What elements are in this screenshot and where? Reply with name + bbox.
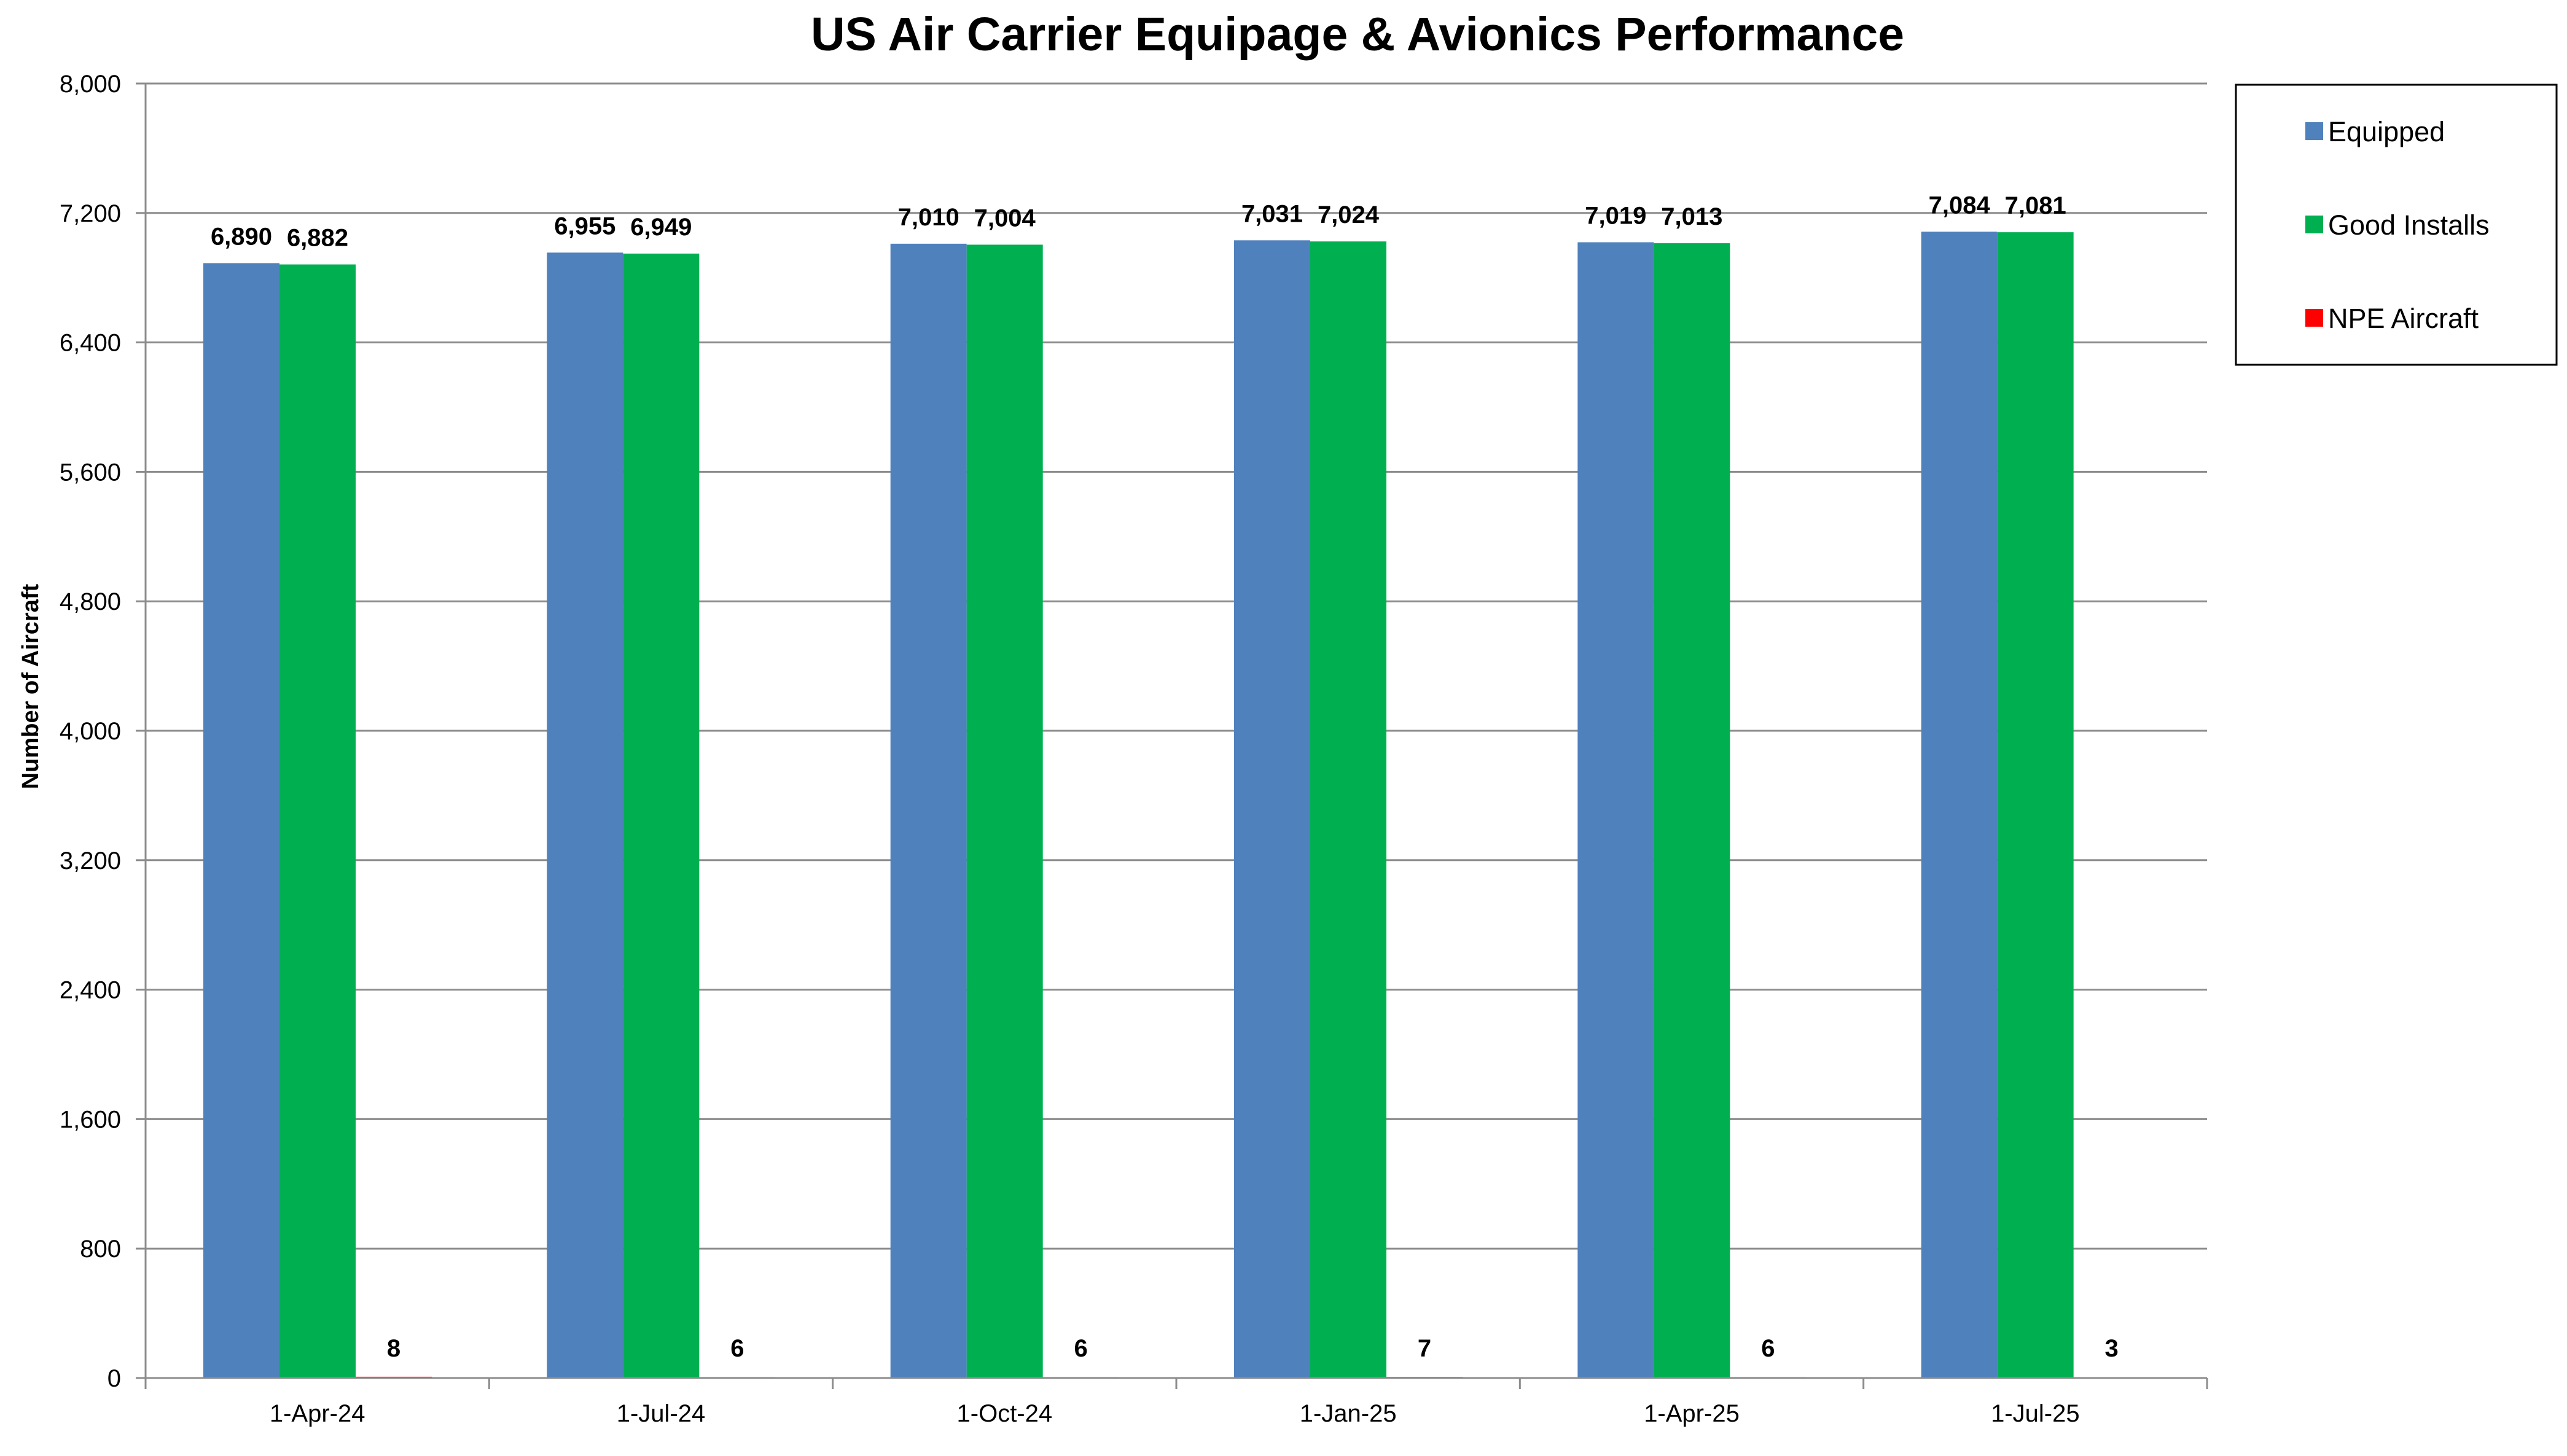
bar-equipped: [1234, 240, 1310, 1378]
data-label: 6,949: [630, 214, 692, 241]
legend: Equipped Good Installs NPE Aircraft: [2235, 84, 2558, 366]
bar-good-installs: [1997, 232, 2074, 1378]
data-label: 7,031: [1241, 200, 1303, 227]
data-label: 7,010: [898, 204, 959, 231]
data-label: 8: [387, 1335, 400, 1362]
data-label: 7: [1418, 1335, 1431, 1362]
legend-swatch: [2305, 122, 2323, 140]
x-tick-label: 1-Jan-25: [1300, 1400, 1397, 1427]
x-tick-label: 1-Apr-25: [1644, 1400, 1740, 1427]
legend-box: [2235, 84, 2558, 366]
y-tick-label: 4,000: [60, 718, 121, 745]
bar-equipped: [1577, 242, 1654, 1378]
legend-swatch: [2305, 216, 2323, 233]
data-label: 6,955: [554, 212, 615, 239]
legend-label: Equipped: [2328, 116, 2445, 147]
bar-good-installs: [623, 253, 700, 1379]
bar-good-installs: [279, 264, 356, 1378]
data-label: 6,882: [287, 225, 348, 252]
bar-good-installs: [1310, 241, 1386, 1378]
data-label: 7,084: [1929, 192, 1991, 219]
y-tick-label: 6,400: [60, 330, 121, 357]
data-label: 7,004: [974, 204, 1036, 232]
y-tick-label: 8,000: [60, 71, 121, 98]
y-tick-label: 0: [107, 1365, 121, 1392]
legend-label: NPE Aircraft: [2328, 303, 2479, 334]
y-axis-label: Number of Aircraft: [18, 584, 44, 790]
y-tick-label: 1,600: [60, 1106, 121, 1133]
x-tick-label: 1-Apr-24: [270, 1400, 365, 1427]
bar-equipped: [890, 243, 967, 1378]
x-tick-label: 1-Jul-25: [1991, 1400, 2080, 1427]
bar-equipped: [1921, 232, 1998, 1379]
data-label: 7,024: [1318, 201, 1380, 228]
chart-title: US Air Carrier Equipage & Avionics Perfo…: [811, 8, 1904, 61]
data-label: 6: [1761, 1335, 1775, 1362]
legend-label: Good Installs: [2328, 209, 2490, 241]
data-label: 6,890: [211, 223, 272, 250]
x-tick-label: 1-Jul-24: [617, 1400, 706, 1427]
y-tick-label: 2,400: [60, 977, 121, 1004]
data-label: 7,013: [1661, 203, 1722, 230]
x-tick-label: 1-Oct-24: [957, 1400, 1053, 1427]
y-tick-label: 4,800: [60, 588, 121, 615]
bar-good-installs: [966, 244, 1043, 1378]
bar-good-installs: [1654, 243, 1730, 1379]
data-label: 6: [730, 1335, 744, 1362]
data-label: 6: [1074, 1335, 1088, 1362]
y-tick-label: 800: [80, 1236, 121, 1263]
bar-equipped: [203, 263, 279, 1378]
data-label: 3: [2105, 1335, 2119, 1362]
data-label: 7,019: [1585, 202, 1646, 229]
y-tick-label: 5,600: [60, 459, 121, 486]
data-label: 7,081: [2005, 192, 2066, 219]
y-tick-label: 3,200: [60, 847, 121, 874]
bar-equipped: [547, 252, 623, 1378]
y-tick-label: 7,200: [60, 200, 121, 227]
legend-swatch: [2305, 309, 2323, 327]
